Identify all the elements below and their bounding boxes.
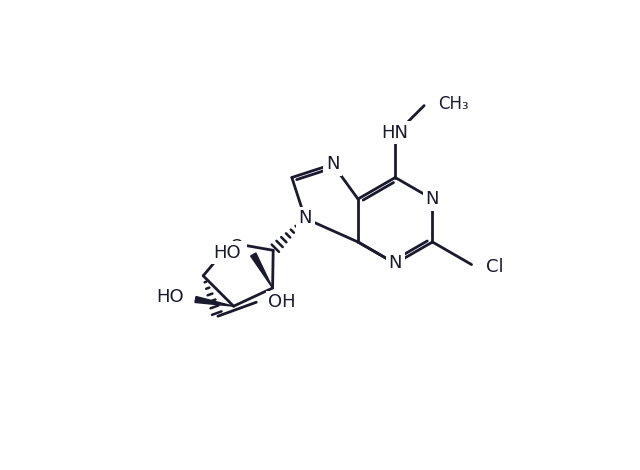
Text: HN: HN [381,124,409,141]
Polygon shape [251,253,273,288]
Text: N: N [326,155,339,173]
Text: HO: HO [214,243,241,261]
Polygon shape [195,297,234,306]
Text: N: N [388,254,402,273]
Text: O: O [230,238,244,256]
Text: N: N [298,210,312,227]
Text: Cl: Cl [486,258,503,275]
Text: OH: OH [268,293,296,311]
Text: N: N [426,190,439,208]
Text: HO: HO [156,289,184,306]
Text: CH₃: CH₃ [438,94,468,113]
